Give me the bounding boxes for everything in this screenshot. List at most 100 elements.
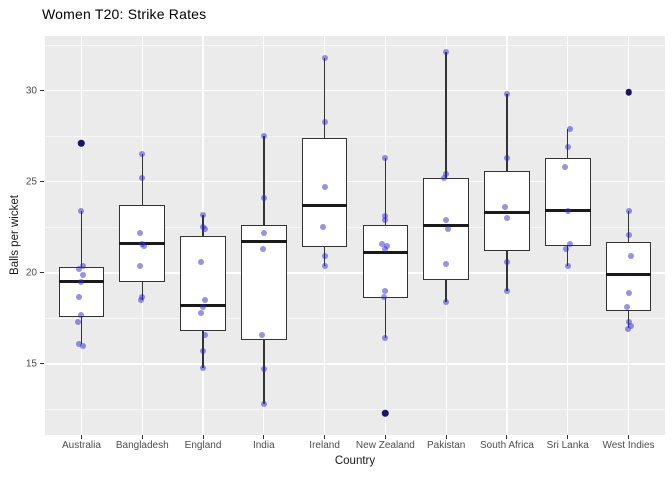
y-tick-mark [40,363,44,365]
jitter-point [443,260,450,267]
outlier-point [78,140,85,147]
h-gridline-major [45,89,665,92]
boxplot-median [362,251,409,255]
jitter-point [625,231,632,238]
jitter-point [321,262,328,269]
x-tick-label: West Indies [602,440,655,451]
boxplot-whisker-upper [567,128,569,159]
jitter-point [78,207,85,214]
boxplot-box [605,241,652,312]
x-tick-label: England [184,440,222,451]
jitter-point [260,229,267,236]
x-tick-mark [384,435,386,439]
boxplot-box [180,236,226,332]
x-tick-mark [80,435,82,439]
jitter-point [321,184,328,191]
x-tick-label: Bangladesh [115,440,169,451]
jitter-point [625,289,632,296]
jitter-point [503,258,510,265]
jitter-point [202,331,209,338]
jitter-point [141,242,148,249]
h-gridline-minor [45,226,665,228]
boxplot-median [423,223,469,227]
x-tick-label: Ireland [309,440,340,451]
x-tick-mark [263,435,265,439]
jitter-point [382,335,389,342]
boxplot-median [241,240,287,244]
y-tick-label: 30 [25,85,37,97]
jitter-point [260,195,267,202]
boxplot-box [484,170,530,251]
jitter-point [381,293,388,300]
h-gridline-major [45,181,665,183]
jitter-point [139,293,146,300]
x-tick-label: Sri Lanka [546,440,589,451]
h-gridline-major [45,363,665,365]
jitter-point [78,278,85,285]
jitter-point [384,242,391,249]
jitter-point [566,125,573,132]
x-tick-mark [445,435,447,439]
jitter-point [198,258,205,265]
jitter-point [443,171,450,178]
x-tick-label: South Africa [479,440,534,451]
boxplot-box [544,158,591,246]
boxplot-whisker-lower [80,316,83,344]
jitter-point [200,304,207,311]
jitter-point [260,401,267,408]
boxplot-median [484,211,530,215]
jitter-point [80,271,87,278]
x-tick-mark [202,435,204,439]
jitter-point [441,175,448,182]
jitter-point [76,293,83,300]
x-tick-mark [324,435,326,439]
boxplot-whisker-lower [141,281,143,301]
jitter-point [445,226,452,233]
jitter-point [321,54,328,61]
y-tick-mark [40,272,44,274]
y-tick-label: 20 [25,267,37,279]
boxplot-whisker-upper [445,52,447,179]
x-tick-mark [506,435,508,439]
x-tick-mark [141,435,143,439]
jitter-point [259,246,266,253]
jitter-point [78,311,85,318]
y-tick-mark [40,90,44,92]
jitter-point [139,175,146,182]
h-gridline-major [45,272,665,274]
jitter-point [443,49,450,56]
boxplot-whisker-lower [445,280,447,302]
chart-title: Women T20: Strike Rates [42,6,207,22]
x-tick-mark [628,435,630,439]
jitter-point [137,262,144,269]
jitter-point [625,319,632,326]
jitter-point [382,213,389,220]
jitter-point [75,319,82,326]
boxplot-median [301,203,348,207]
x-tick-label: New Zealand [355,440,415,451]
h-gridline-minor [45,408,665,410]
x-tick-label: India [252,440,275,451]
jitter-point [561,164,568,171]
jitter-point [258,331,265,338]
jitter-point [200,364,207,371]
boxplot-whisker-upper [80,210,83,268]
jitter-point [198,309,205,316]
boxplot-median [605,273,652,277]
boxplot-box [301,138,348,248]
jitter-point [382,246,389,253]
jitter-point [503,155,510,162]
boxplot-whisker-lower [384,298,387,339]
y-tick-label: 25 [25,176,37,188]
x-tick-mark [567,435,569,439]
x-tick-label: Pakistan [426,440,466,451]
jitter-point [562,246,569,253]
outlier-point [382,409,389,417]
jitter-point [503,288,510,295]
y-axis-title: Balls per wicket [9,195,21,275]
jitter-point [382,288,389,295]
jitter-point [564,262,571,269]
jitter-point [503,91,510,98]
jitter-point [200,211,207,218]
